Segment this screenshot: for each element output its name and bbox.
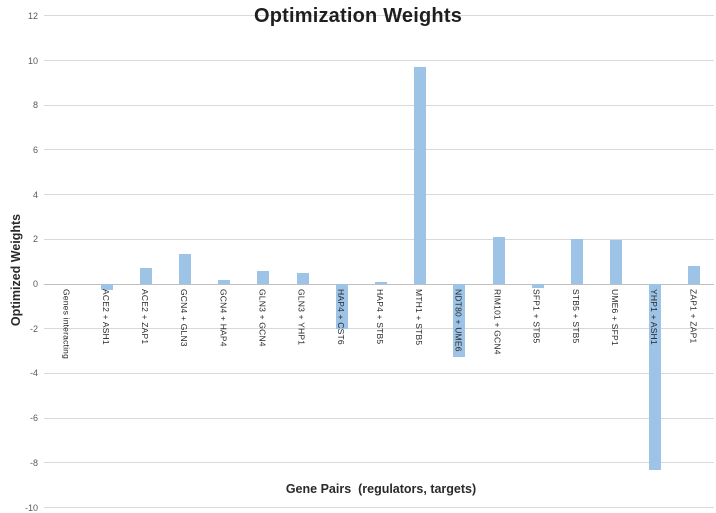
category-label: GCN4 + GLN3 [179, 289, 190, 347]
y-tick-label: 8 [32, 100, 38, 111]
gridline-y--4 [44, 372, 714, 374]
y-tick-label: 6 [32, 144, 38, 155]
bar [688, 266, 701, 284]
y-tick-label: -2 [29, 323, 38, 334]
bar [375, 281, 387, 284]
y-axis-title: Optimized Weights [9, 213, 23, 327]
bar [610, 240, 623, 284]
category-label: GLN3 + YHP1 [296, 289, 307, 346]
bar [414, 67, 427, 284]
bar [139, 268, 152, 284]
category-label: YHP1 + ASH1 [649, 289, 660, 345]
y-tick-label: 10 [27, 55, 38, 66]
bar [257, 270, 270, 284]
gridline-y-6 [44, 149, 714, 151]
gridline-y--10 [44, 507, 714, 508]
y-tick-label: -8 [29, 457, 38, 468]
y-tick-label: -6 [29, 413, 38, 424]
bar [100, 284, 113, 290]
bar [453, 284, 466, 357]
bar [570, 239, 583, 284]
gridline-y-10 [44, 60, 714, 61]
category-label: ACE2 + ASH1 [100, 289, 111, 345]
category-label: UME6 + SFP1 [610, 289, 621, 346]
gridline-y-0 [44, 283, 714, 285]
y-tick-label: -10 [24, 502, 38, 513]
category-label: STB5 + STB5 [570, 289, 581, 344]
category-label: NDT80 + UME6 [453, 289, 464, 352]
bar [492, 237, 505, 284]
gridline-y-4 [44, 194, 714, 196]
bar [649, 284, 662, 470]
bar [335, 284, 348, 329]
category-label: ZAP1 + ZAP1 [688, 289, 699, 344]
y-tick-label: 0 [32, 279, 38, 289]
category-label: GLN3 + GCN4 [257, 289, 268, 347]
bar [179, 253, 192, 284]
x-axis-title: Gene Pairs (regulators, targets) [285, 482, 477, 496]
category-label: Genes interacting [61, 289, 72, 360]
category-label: HAP4 + STB5 [375, 289, 385, 345]
y-tick-label: 12 [27, 10, 38, 21]
y-tick-label: 4 [32, 189, 38, 200]
category-label: RIM101 + GCN4 [492, 289, 503, 355]
gridline-y-2 [44, 238, 714, 240]
gridline-y--6 [44, 417, 714, 419]
y-tick-label: 2 [32, 234, 38, 245]
category-label: ACE2 + ZAP1 [139, 289, 150, 345]
bar [531, 284, 544, 289]
category-label: HAP4 + CST6 [335, 289, 346, 345]
category-label: GCN4 + HAP4 [218, 289, 229, 347]
bar [218, 279, 231, 284]
category-label: SFP1 + STB5 [531, 289, 542, 344]
chart-title: Optimization Weights [253, 5, 463, 27]
y-tick-label: -4 [29, 368, 38, 379]
category-label: MTH1 + STB5 [414, 289, 425, 346]
gridline-y--2 [44, 328, 714, 330]
gridline-y-8 [44, 104, 714, 106]
gridline-y--8 [44, 462, 714, 464]
bar [296, 272, 309, 284]
gridline-y-12 [44, 15, 714, 17]
